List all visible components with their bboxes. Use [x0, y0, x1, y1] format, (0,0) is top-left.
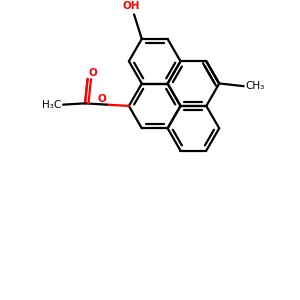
- Text: H₃C: H₃C: [42, 100, 62, 110]
- Text: O: O: [98, 94, 106, 104]
- Text: O: O: [89, 68, 98, 78]
- Text: OH: OH: [122, 1, 140, 11]
- Text: CH₃: CH₃: [245, 81, 264, 91]
